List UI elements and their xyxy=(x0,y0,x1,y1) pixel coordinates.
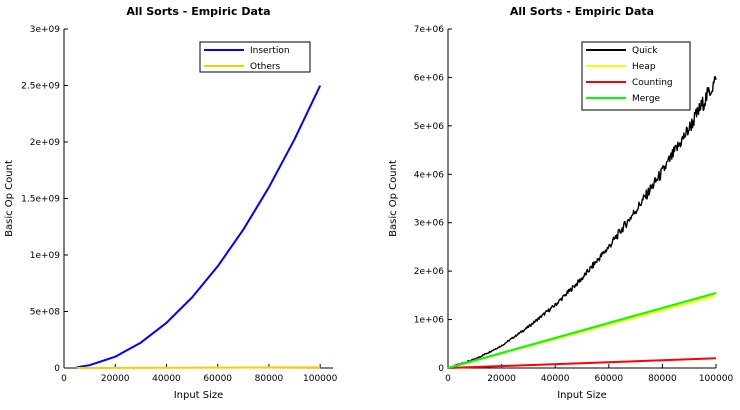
y-tick-label: 3e+09 xyxy=(30,25,61,35)
x-tick-label: 80000 xyxy=(255,374,284,384)
x-tick-label: 60000 xyxy=(594,374,623,384)
series-line-quick xyxy=(447,76,717,370)
y-tick-label: 2.5e+09 xyxy=(21,82,60,92)
chart-title: All Sorts - Empiric Data xyxy=(510,5,654,18)
chart-title: All Sorts - Empiric Data xyxy=(126,5,270,18)
x-axis-label: Input Size xyxy=(557,390,607,401)
x-tick-label: 0 xyxy=(61,374,67,384)
x-tick-label: 100000 xyxy=(699,374,734,384)
legend-label: Insertion xyxy=(250,46,290,56)
series-line-merge xyxy=(447,291,717,369)
x-tick-label: 60000 xyxy=(203,374,232,384)
legend: Insertion Others xyxy=(199,41,311,73)
x-tick-label: 40000 xyxy=(541,374,570,384)
chart-left: All Sorts - Empiric Data Input Size Basi… xyxy=(4,5,338,401)
legend-label: Heap xyxy=(632,62,656,72)
x-tick-label: 20000 xyxy=(487,374,516,384)
series-line-counting xyxy=(447,357,717,369)
x-tick-label: 20000 xyxy=(101,374,130,384)
y-tick-label: 0 xyxy=(54,364,60,374)
y-tick-label: 7e+06 xyxy=(414,25,445,35)
legend-label: Others xyxy=(250,62,281,72)
chart-right: All Sorts - Empiric Data Input Size Basi… xyxy=(388,5,733,401)
x-tick-label: 40000 xyxy=(152,374,181,384)
legend-label: Counting xyxy=(632,78,673,88)
x-tick-label: 0 xyxy=(445,374,451,384)
y-tick-label: 6e+06 xyxy=(414,73,445,83)
y-axis-label: Basic Op Count xyxy=(4,160,15,237)
y-tick-label: 0 xyxy=(438,364,444,374)
series-line-others xyxy=(76,366,321,369)
y-tick-label: 3e+06 xyxy=(414,219,445,229)
legend-label: Merge xyxy=(632,94,661,104)
x-axis-label: Input Size xyxy=(174,390,224,401)
y-tick-label: 1e+06 xyxy=(414,316,445,326)
y-tick-label: 5e+06 xyxy=(414,122,445,132)
y-tick-label: 1e+09 xyxy=(30,251,61,261)
y-axis-label: Basic Op Count xyxy=(388,160,399,237)
y-tick-label: 2e+06 xyxy=(414,267,445,277)
legend: Quick Heap Counting Merge xyxy=(581,41,691,111)
y-tick-label: 4e+06 xyxy=(414,170,445,180)
y-tick-label: 1.5e+09 xyxy=(21,195,60,205)
series-line-insertion xyxy=(76,85,322,369)
legend-label: Quick xyxy=(632,46,658,56)
x-tick-label: 80000 xyxy=(648,374,677,384)
x-tick-label: 100000 xyxy=(303,374,338,384)
y-tick-label: 2e+09 xyxy=(30,138,61,148)
y-tick-label: 5e+08 xyxy=(30,308,61,318)
